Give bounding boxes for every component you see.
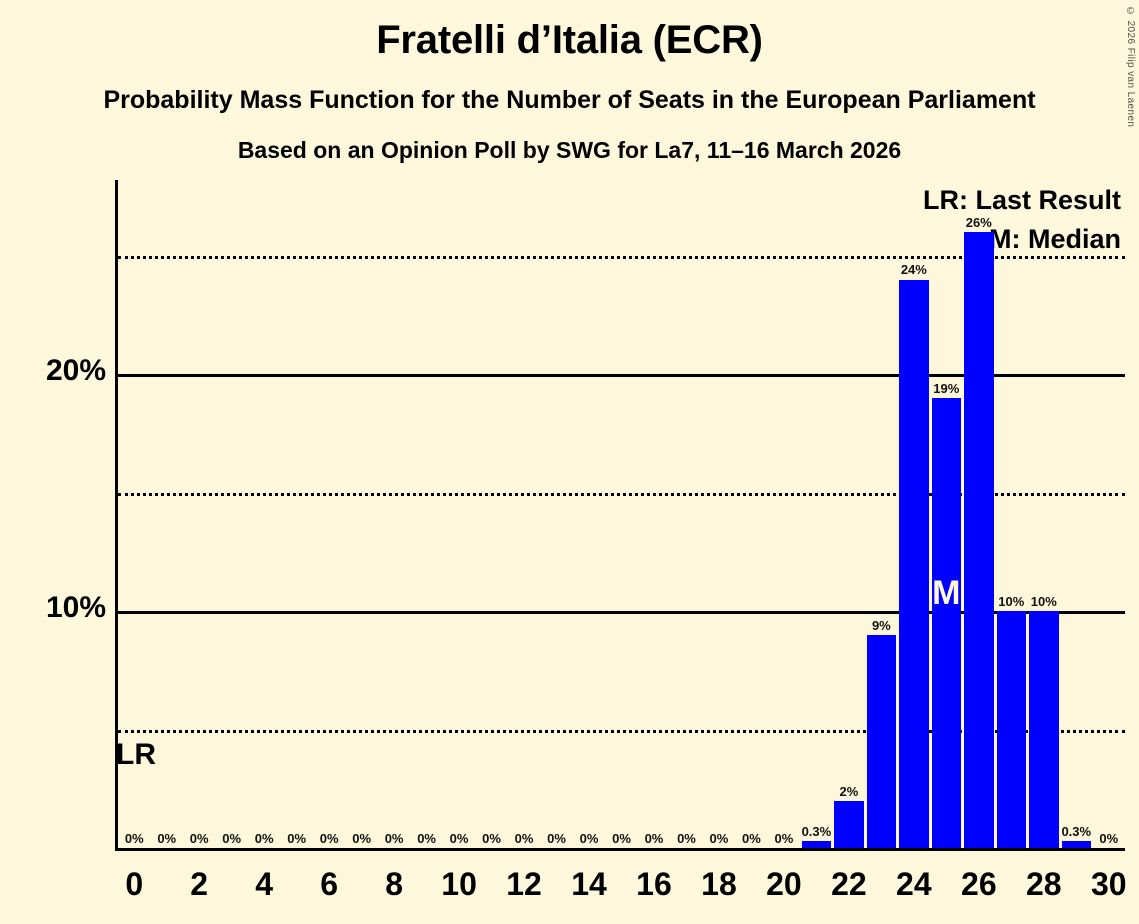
bar-label-seat-30: 0% <box>1099 831 1119 846</box>
bar-label-seat-9: 0% <box>417 831 436 846</box>
bar-label-seat-11: 0% <box>482 831 501 846</box>
bar-label-seat-16: 0% <box>644 831 664 846</box>
bar-label-seat-14: 0% <box>579 831 599 846</box>
x-tick-30: 30 <box>1090 866 1127 902</box>
x-tick-18: 18 <box>701 866 737 902</box>
bar-label-seat-13: 0% <box>547 831 566 846</box>
x-tick-16: 16 <box>636 866 672 902</box>
bar-label-seat-5: 0% <box>287 831 307 846</box>
gridline-25pct <box>118 255 1125 259</box>
bar-seat-27 <box>996 611 1027 848</box>
bar-label-seat-8: 0% <box>384 831 404 846</box>
x-tick-4: 4 <box>255 866 274 902</box>
last-result-marker: LR <box>116 737 156 771</box>
chart-subtitle-source: Based on an Opinion Poll by SWG for La7,… <box>237 137 902 163</box>
bar-seat-22 <box>834 800 864 848</box>
gridline-15pct <box>118 492 1125 496</box>
x-tick-22: 22 <box>831 866 867 902</box>
x-tick-8: 8 <box>385 866 403 902</box>
bar-label-seat-12: 0% <box>514 831 534 846</box>
bar-label-seat-7: 0% <box>352 831 372 846</box>
bar-label-seat-24: 24% <box>900 262 927 278</box>
bar-label-seat-21: 0.3% <box>801 823 832 839</box>
x-tick-0: 0 <box>125 866 144 902</box>
plot-area: 0% 0% 0% 0% 0% 0% 0% 0% 0% 0% 0% 0% 0% 0% 0% 0% 0% 0% 0% 0%… <box>115 180 1125 851</box>
y-tick-20%: 20% <box>45 354 106 388</box>
x-tick-10: 10 <box>441 866 477 902</box>
x-tick-28: 28 <box>1025 866 1062 902</box>
bar-label-seat-0: 0% <box>124 831 144 846</box>
bar-label-seat-6: 0% <box>319 831 339 846</box>
bar-label-seat-19: 0% <box>742 831 761 846</box>
bar-label-seat-4: 0% <box>254 831 274 846</box>
y-axis-line <box>115 180 118 848</box>
x-tick-2: 2 <box>190 866 209 902</box>
legend-last-result: LR: Last Result <box>922 185 1121 215</box>
y-tick-10%: 10% <box>45 591 106 625</box>
gridline-20pct <box>118 374 1125 378</box>
median-marker: M <box>932 573 961 612</box>
bar-seat-25 <box>931 397 962 848</box>
bar-label-seat-22: 2% <box>839 783 859 799</box>
bar-label-seat-23: 9% <box>871 617 891 633</box>
bar-seat-26 <box>964 232 994 848</box>
bar-label-seat-1: 0% <box>157 831 177 846</box>
bar-seat-23 <box>866 634 897 848</box>
x-tick-26: 26 <box>961 866 997 902</box>
bar-label-seat-26: 26% <box>965 215 992 231</box>
bar-label-seat-18: 0% <box>709 831 729 846</box>
copyright-notice: © 2026 Filip van Laenen <box>1125 6 1136 128</box>
x-tick-24: 24 <box>896 866 932 902</box>
bar-label-seat-27: 10% <box>998 594 1025 610</box>
bar-label-seat-29: 0.3% <box>1061 823 1092 839</box>
bar-label-seat-15: 0% <box>612 831 631 846</box>
x-axis-line <box>115 848 1125 851</box>
bar-label-seat-10: 0% <box>449 831 469 846</box>
bar-label-seat-2: 0% <box>189 831 209 846</box>
bar-label-seat-28: 10% <box>1030 594 1057 610</box>
x-tick-20: 20 <box>766 866 802 902</box>
legend-median: M: Median <box>989 224 1121 254</box>
bar-seat-21 <box>801 840 832 848</box>
page-title: Fratelli d’Italia (ECR) <box>376 18 763 62</box>
bar-seat-28 <box>1029 611 1059 848</box>
x-tick-6: 6 <box>320 866 339 902</box>
bar-label-seat-25: 19% <box>933 380 960 396</box>
bar-seat-29 <box>1061 840 1091 848</box>
bar-seat-24 <box>899 279 929 848</box>
x-tick-14: 14 <box>571 866 607 902</box>
chart-subtitle-primary: Probability Mass Function for the Number… <box>103 86 1036 114</box>
bar-label-seat-3: 0% <box>222 831 242 846</box>
gridline-5pct <box>118 729 1125 733</box>
bar-label-seat-20: 0% <box>774 831 794 846</box>
x-tick-12: 12 <box>506 866 542 902</box>
bar-label-seat-17: 0% <box>677 831 696 846</box>
gridline-10pct <box>118 611 1125 615</box>
